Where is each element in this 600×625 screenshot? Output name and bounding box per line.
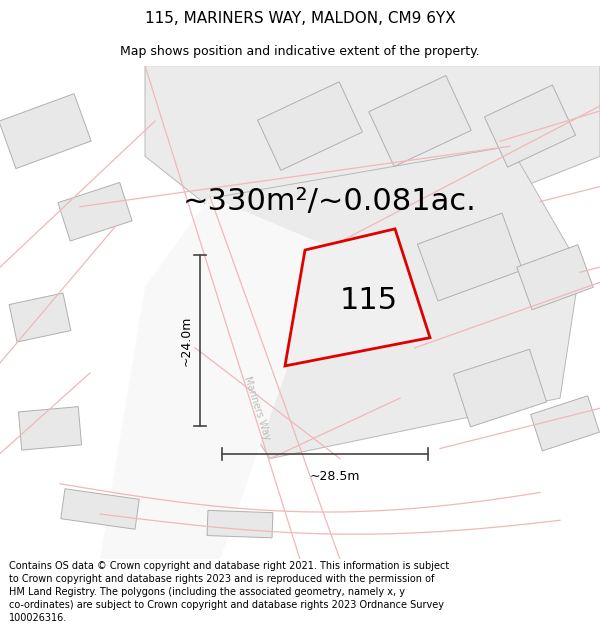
Polygon shape	[100, 197, 330, 559]
Polygon shape	[369, 76, 471, 166]
Polygon shape	[517, 245, 593, 310]
Polygon shape	[9, 293, 71, 342]
Polygon shape	[0, 94, 91, 169]
Polygon shape	[195, 146, 580, 459]
Text: Map shows position and indicative extent of the property.: Map shows position and indicative extent…	[120, 45, 480, 58]
Text: Contains OS data © Crown copyright and database right 2021. This information is : Contains OS data © Crown copyright and d…	[9, 561, 449, 624]
Text: 115, MARINERS WAY, MALDON, CM9 6YX: 115, MARINERS WAY, MALDON, CM9 6YX	[145, 11, 455, 26]
Polygon shape	[19, 407, 82, 450]
Polygon shape	[454, 349, 547, 427]
Polygon shape	[418, 213, 523, 301]
Polygon shape	[207, 511, 273, 538]
Polygon shape	[484, 85, 575, 167]
Polygon shape	[285, 229, 430, 366]
Polygon shape	[257, 82, 362, 171]
Text: ~24.0m: ~24.0m	[179, 316, 193, 366]
Text: Mariners Way: Mariners Way	[242, 375, 272, 441]
Text: 115: 115	[340, 286, 398, 315]
Polygon shape	[145, 66, 600, 247]
Polygon shape	[61, 489, 139, 529]
Text: ~28.5m: ~28.5m	[310, 470, 360, 482]
Polygon shape	[58, 182, 132, 241]
Polygon shape	[530, 396, 599, 451]
Text: ~330m²/~0.081ac.: ~330m²/~0.081ac.	[183, 187, 477, 216]
